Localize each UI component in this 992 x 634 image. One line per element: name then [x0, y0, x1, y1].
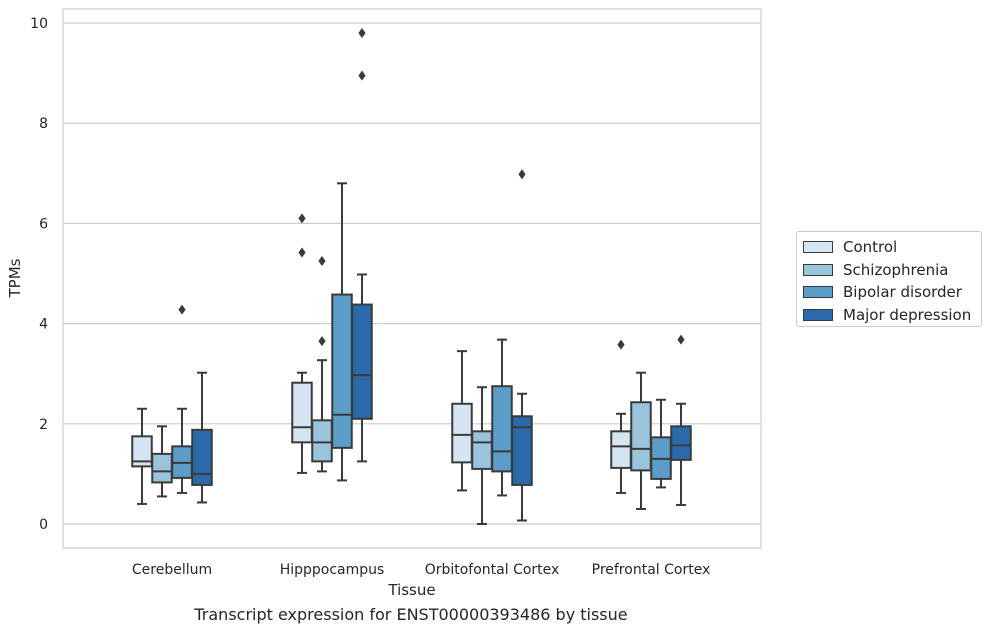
box-1-1: [311, 255, 333, 473]
legend-swatch-schizophrenia: [803, 263, 833, 276]
box-1-2: [331, 182, 353, 482]
box-iqr: [311, 419, 333, 463]
box-iqr: [151, 452, 173, 484]
outlier-point: [617, 339, 625, 350]
x-tick-label: Orbitofontal Cortex: [425, 562, 560, 578]
box-1-3: [351, 28, 373, 463]
box-iqr: [451, 402, 473, 464]
box-iqr: [610, 430, 632, 469]
legend-item-control: Control: [803, 236, 981, 259]
y-tick-label: 8: [39, 116, 48, 132]
box-2-0: [451, 350, 473, 492]
box-0-2: [171, 304, 193, 494]
plot-frame: [62, 8, 762, 549]
x-tick-label: Hipppocampus: [280, 562, 385, 578]
box-0-0: [131, 407, 153, 505]
box-iqr: [630, 401, 652, 472]
legend-label-control: Control: [843, 238, 898, 257]
box-1-0: [291, 213, 313, 474]
box-iqr: [191, 428, 213, 486]
legend-item-schizophrenia: Schizophrenia: [803, 259, 981, 282]
legend-label-schizophrenia: Schizophrenia: [843, 260, 949, 279]
box-2-3: [511, 169, 533, 522]
box-3-1: [630, 371, 652, 510]
legend-label-major-depression: Major depression: [843, 305, 972, 324]
legend-item-bipolar: Bipolar disorder: [803, 281, 981, 304]
box-iqr: [331, 293, 353, 449]
box-2-2: [491, 338, 513, 497]
box-iqr: [511, 415, 533, 486]
x-tick-label: Cerebellum: [132, 562, 212, 578]
box-iqr: [351, 303, 373, 420]
x-axis-label: Tissue: [387, 581, 435, 599]
box-iqr: [131, 435, 153, 468]
y-tick-label: 2: [39, 417, 48, 433]
box-iqr: [291, 381, 313, 444]
legend-swatch-control: [803, 241, 833, 254]
outlier-point: [178, 304, 186, 315]
box-iqr: [670, 425, 692, 461]
outlier-point: [677, 334, 685, 345]
box-3-2: [650, 398, 672, 489]
box-3-0: [610, 339, 632, 494]
x-tick-label: Prefrontal Cortex: [592, 562, 711, 578]
box-3-3: [670, 334, 692, 506]
y-tick-label: 6: [39, 216, 48, 232]
legend-label-bipolar: Bipolar disorder: [843, 283, 962, 302]
chart-caption: Transcript expression for ENST0000039348…: [194, 605, 628, 624]
legend-swatch-major-depression: [803, 308, 833, 321]
box-0-3: [191, 371, 213, 504]
outlier-point: [318, 336, 326, 347]
y-tick-label: 0: [39, 517, 48, 533]
outlier-point: [298, 247, 306, 258]
y-axis-label: TPMs: [6, 258, 24, 298]
box-0-1: [151, 425, 173, 498]
outlier-point: [358, 70, 366, 81]
outlier-point: [298, 213, 306, 224]
outlier-point: [358, 28, 366, 39]
outlier-point: [518, 169, 526, 180]
legend: Control Schizophrenia Bipolar disorder M…: [796, 231, 982, 327]
outlier-point: [318, 255, 326, 266]
legend-swatch-bipolar: [803, 286, 833, 299]
box-iqr: [471, 430, 493, 470]
box-iqr: [491, 385, 513, 473]
legend-item-major-depression: Major depression: [803, 304, 981, 327]
y-tick-label: 10: [30, 16, 48, 32]
y-tick-label: 4: [39, 317, 48, 333]
box-2-1: [471, 386, 493, 525]
